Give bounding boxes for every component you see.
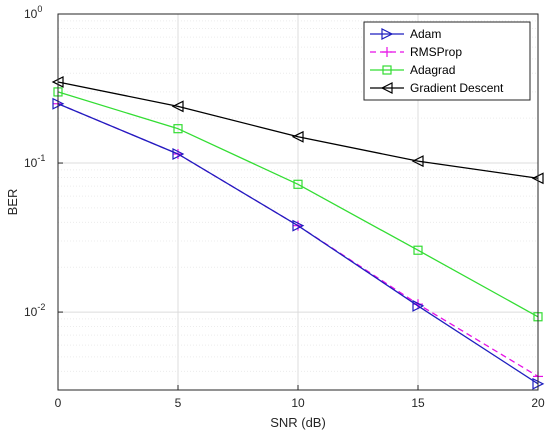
x-tick-label: 5 <box>175 396 182 410</box>
y-tick-label: 10-2 <box>24 302 45 319</box>
series-line <box>57 91 539 318</box>
series-layer <box>51 75 545 390</box>
legend-entry: Adagrad <box>370 63 455 77</box>
series-line <box>57 81 539 179</box>
legend-label: Gradient Descent <box>410 81 504 95</box>
series-line <box>57 103 539 385</box>
marker <box>411 155 424 168</box>
marker <box>412 299 425 312</box>
x-tick-label: 15 <box>411 396 425 410</box>
legend-label: Adagrad <box>410 63 455 77</box>
marker <box>382 47 392 57</box>
legend-label: RMSProp <box>410 45 462 59</box>
legend: Adam RMSProp Adagrad Gradient Descent <box>363 21 531 101</box>
marker <box>172 148 185 160</box>
marker <box>380 82 393 94</box>
marker <box>413 245 423 255</box>
ticks: 0 5 10 15 20 10-2 10-1 100 <box>24 4 545 410</box>
y-tick-label: 10-1 <box>24 153 45 170</box>
y-axis-label: BER <box>5 189 20 216</box>
legend-entry: Adam <box>370 27 441 41</box>
x-tick-label: 0 <box>55 396 62 410</box>
x-axis-label: SNR (dB) <box>270 415 326 430</box>
marker <box>173 124 183 134</box>
marker <box>292 219 305 232</box>
y-tick-label: 100 <box>24 4 42 21</box>
marker <box>293 179 303 189</box>
marker <box>381 28 394 40</box>
marker <box>382 65 392 75</box>
marker <box>291 130 304 143</box>
x-tick-label: 10 <box>291 396 305 410</box>
marker <box>171 100 184 113</box>
legend-label: Adam <box>410 27 441 41</box>
x-tick-label: 20 <box>531 396 545 410</box>
legend-entry: Gradient Descent <box>370 81 504 95</box>
legend-entry: RMSProp <box>370 45 462 59</box>
